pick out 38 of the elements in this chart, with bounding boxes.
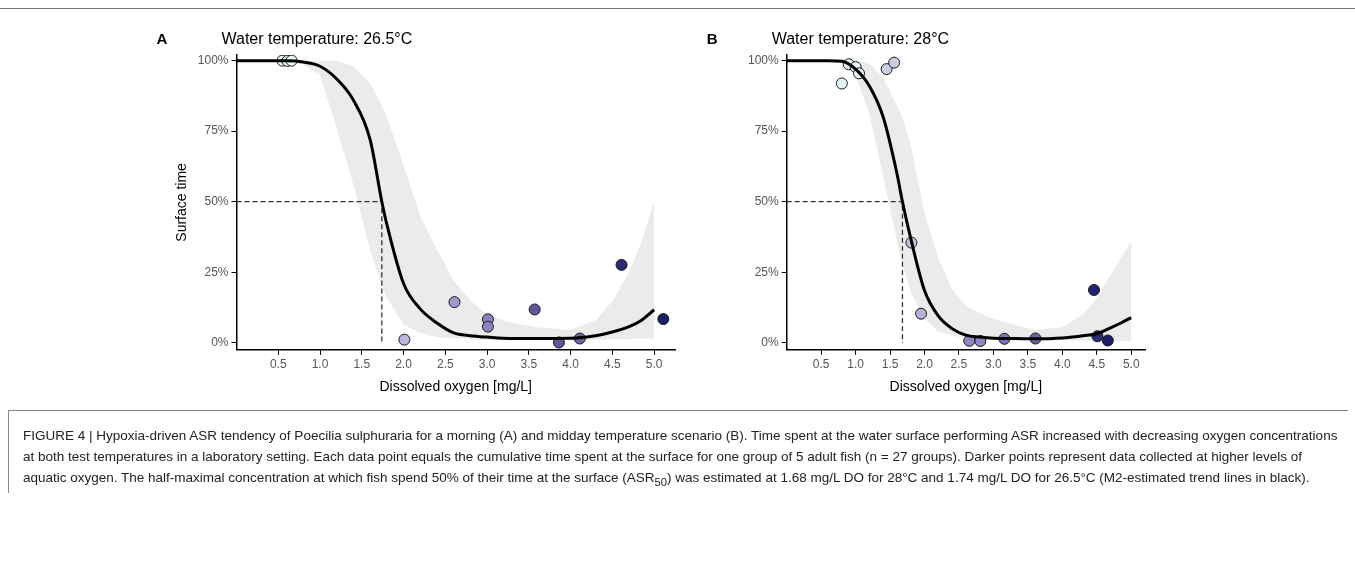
x-tick-label: 2.0 [395,357,413,372]
x-tick-label: 1.0 [847,357,865,372]
x-tick-label: 1.0 [311,357,329,372]
y-axis-title: Surface time [173,162,190,242]
y-tick-label: 100% [197,52,229,67]
y-tick-label: 100% [747,52,780,67]
x-tick-label: 4.5 [604,357,622,372]
x-tick-label: 4.5 [1088,357,1106,372]
x-tick-label: 5.0 [1122,357,1140,372]
x-tick-label: 0.5 [269,357,287,372]
chart-title: Water temperature: 26.5°C [221,30,413,47]
x-axis-title: Dissolved oxygen [mg/L] [889,378,1043,395]
x-tick-label: 5.0 [645,357,663,372]
x-tick-label: 2.5 [436,357,454,372]
x-tick-label: 1.5 [881,357,899,372]
chart-title: Water temperature: 28°C [771,30,950,47]
x-tick-label: 3.0 [478,357,496,372]
y-tick-label: 25% [754,264,780,279]
x-tick-label: 0.5 [812,357,830,372]
x-tick-label: 3.5 [520,357,538,372]
y-tick-label: 25% [204,264,229,279]
x-tick-label: 3.0 [985,357,1003,372]
x-tick-label: 2.5 [950,357,968,372]
x-tick-label: 2.0 [916,357,934,372]
text: B [706,30,718,47]
x-tick-label: 4.0 [1053,357,1071,372]
y-tick-label: 75% [754,123,780,138]
x-axis-title: Dissolved oxygen [mg/L] [379,378,533,395]
caption: FIGURE 4 | Hypoxia-driven ASR tendency of Poecilia sulphuraria for a morning (A) and midday temperature scenario (B). Time spent at the water surface performing ASR increased with decreasing oxygen concentrations at both test temperatures in a laboratory setting. Each data point equals the cumulative time spent at the surface for one group of 5 adult fish (n = 27 groups). Darker points represent data collected at higher levels of aquatic oxygen. The half-maximal concentration at which fish spend 50% of their time at the surface (ASR$_{50}$) was estimated at 1.68 mg/L DO for 28°C and 1.74 mg/L DO for 26.5°C (M2-estimated trend lines in black). [23,427,1339,490]
x-tick-label: 1.5 [353,357,371,372]
y-tick-label: 0% [761,335,780,350]
x-tick-label: 4.0 [562,357,580,372]
x-tick-label: 3.5 [1019,357,1037,372]
y-tick-label: 75% [204,123,229,138]
y-tick-label: 50% [754,194,780,209]
y-tick-label: 50% [204,194,229,209]
y-tick-label: 0% [211,335,229,350]
text: A [156,30,168,47]
